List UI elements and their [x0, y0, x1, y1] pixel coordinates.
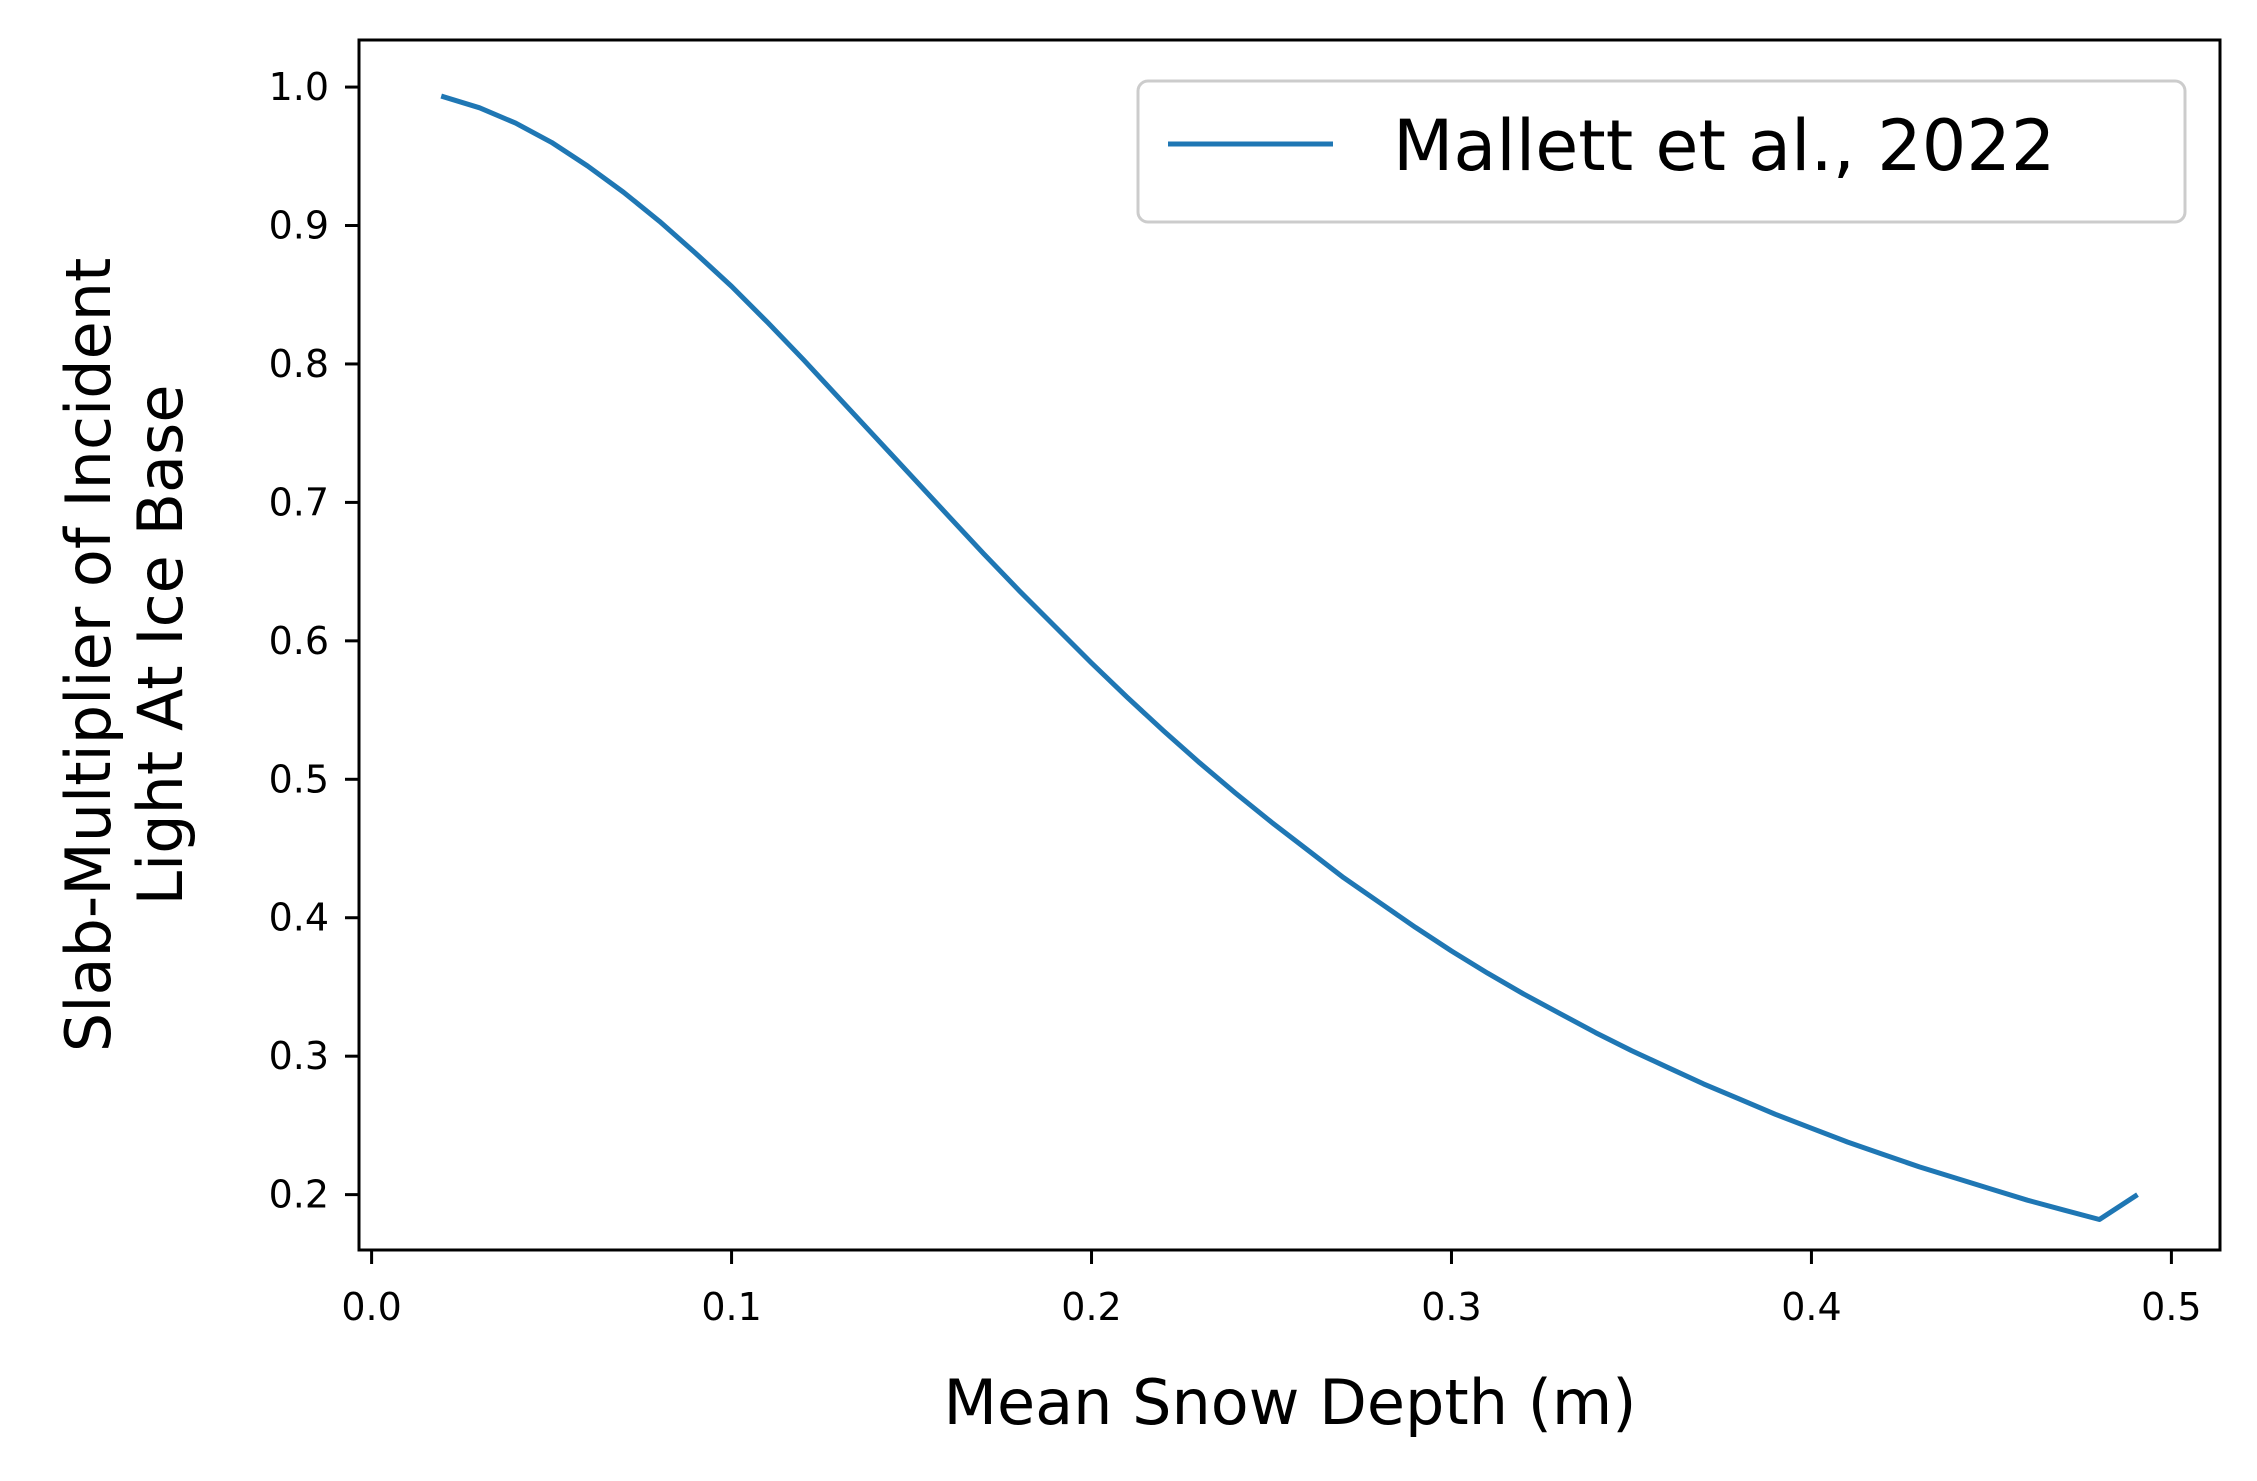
x-tick-label: 0.3	[1421, 1285, 1481, 1329]
y-tick-label: 1.0	[269, 65, 329, 109]
x-axis-title: Mean Snow Depth (m)	[944, 1366, 1637, 1439]
x-tick-label: 0.4	[1781, 1285, 1841, 1329]
y-axis-title-line-2: Light At Ice Base	[124, 385, 197, 906]
x-tick-label: 0.0	[341, 1285, 401, 1329]
x-axis-ticks: 0.0 0.1 0.2 0.3 0.4 0.5	[341, 1250, 2202, 1329]
y-tick-label: 0.8	[269, 342, 329, 386]
plot-frame	[357, 38, 2222, 1252]
y-tick-label: 0.4	[269, 896, 329, 940]
y-tick-label: 0.3	[269, 1034, 329, 1078]
y-tick-label: 0.6	[269, 619, 329, 663]
x-tick-label: 0.1	[701, 1285, 761, 1329]
series-line	[440, 93, 2139, 1222]
legend-label: Mallett et al., 2022	[1393, 105, 2055, 187]
y-axis-title: Slab-Multiplier of Incident Light At Ice…	[52, 238, 197, 1052]
legend: Mallett et al., 2022	[1136, 79, 2187, 224]
y-axis-ticks: 0.2 0.3 0.4 0.5 0.6 0.7 0.8 0.9 1.0	[269, 65, 359, 1217]
y-axis-title-line-1: Slab-Multiplier of Incident	[52, 258, 125, 1052]
plot-area	[359, 40, 2220, 1250]
x-tick-label: 0.5	[2141, 1285, 2201, 1329]
legend-box	[1136, 79, 2187, 224]
y-tick-label: 0.5	[269, 757, 329, 801]
y-tick-label: 0.9	[269, 204, 329, 248]
series-layer	[440, 93, 2139, 1222]
y-tick-label: 0.7	[269, 480, 329, 524]
y-tick-label: 0.2	[269, 1173, 329, 1217]
x-tick-label: 0.2	[1061, 1285, 1121, 1329]
